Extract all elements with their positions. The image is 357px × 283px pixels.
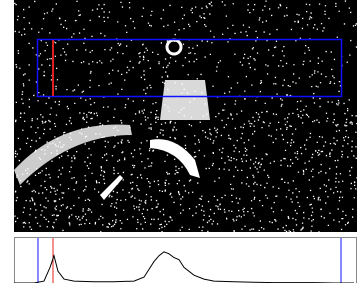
screen — [0, 0, 357, 283]
page: (() => { const data = JSON.parse(documen… — [0, 0, 357, 283]
binary-image — [14, 0, 357, 233]
building — [160, 80, 210, 120]
plot-frame — [15, 238, 357, 283]
profile-plot — [14, 238, 357, 283]
